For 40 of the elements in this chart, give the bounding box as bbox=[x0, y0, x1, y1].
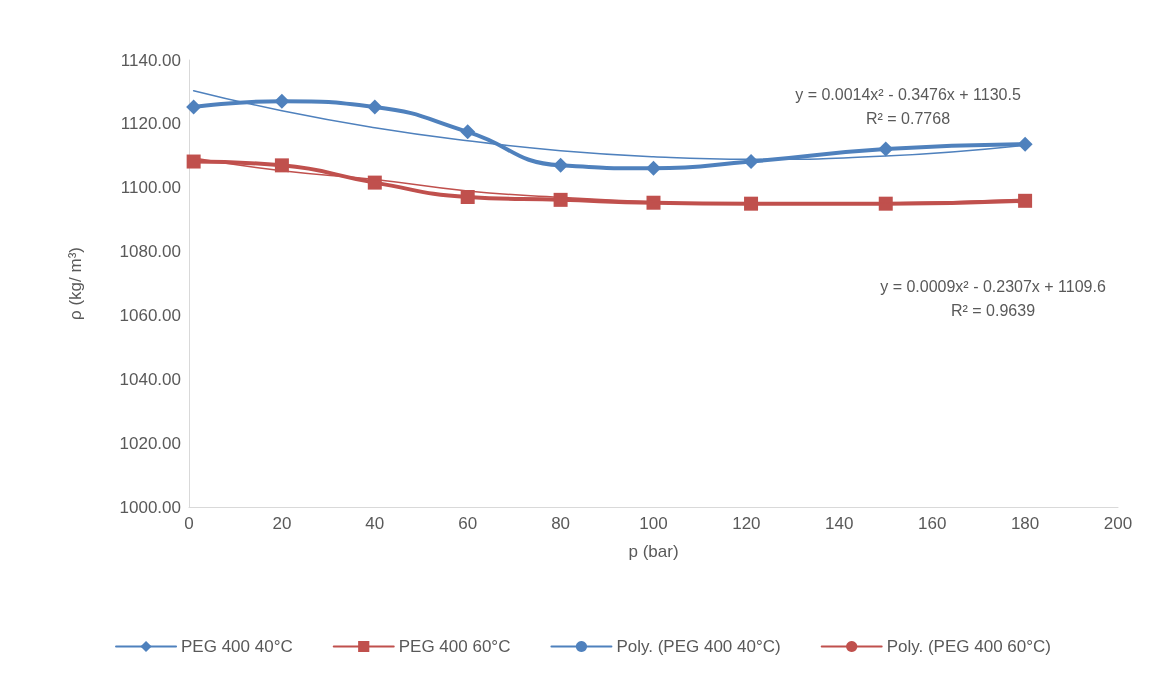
point bbox=[646, 160, 661, 176]
x-tick-label: 0 bbox=[184, 514, 194, 533]
legend-label: Poly. (PEG 400 40°C) bbox=[616, 637, 781, 656]
point bbox=[460, 189, 475, 204]
point bbox=[878, 141, 894, 157]
point bbox=[186, 99, 202, 115]
x-tick-label: 160 bbox=[918, 514, 947, 533]
point bbox=[460, 124, 476, 140]
annotation: y = 0.0014x² - 0.3476x + 1130.5 R² = 0.7768 bbox=[795, 85, 1021, 127]
y-tick-label: 1020.00 bbox=[119, 433, 181, 453]
legend-label: Poly. (PEG 400 60°C) bbox=[886, 637, 1051, 656]
annotation: y = 0.0009x² - 0.2307x + 1109.6 R² = 0.9639 bbox=[880, 277, 1106, 319]
y-tick-label: 1040.00 bbox=[119, 369, 181, 389]
x-tick-label: 200 bbox=[1103, 514, 1133, 533]
x-tick-label: 60 bbox=[458, 514, 478, 533]
point bbox=[1017, 136, 1033, 152]
point bbox=[553, 192, 568, 207]
y-tick-label: 1140.00 bbox=[120, 50, 181, 70]
y-tick-label: 1060.00 bbox=[119, 305, 181, 325]
point bbox=[367, 99, 383, 115]
y-tick-label: 1100.00 bbox=[120, 178, 181, 198]
y-tick-label: 1080.00 bbox=[119, 242, 181, 262]
x-tick-label: 120 bbox=[732, 514, 761, 533]
point bbox=[744, 196, 759, 211]
x-tick-label: 80 bbox=[551, 514, 571, 533]
point bbox=[553, 157, 569, 173]
y-tick-label: 1120.00 bbox=[120, 114, 181, 134]
x-tick-label: 20 bbox=[272, 514, 292, 533]
legend-label: PEG 400 40°C bbox=[181, 637, 293, 656]
y-tick-label: 1000.00 bbox=[119, 497, 181, 517]
legend-label: PEG 400 60°C bbox=[398, 637, 511, 656]
x-tick-label: 100 bbox=[639, 514, 668, 533]
point bbox=[274, 93, 290, 109]
x-tick-label: 40 bbox=[365, 514, 385, 533]
x-axis-title: p (bar) bbox=[628, 542, 679, 561]
x-tick-label: 180 bbox=[1010, 514, 1040, 533]
x-tick-label: 140 bbox=[825, 514, 854, 533]
y-axis-title: ρ (kg/ m³) bbox=[66, 247, 85, 320]
point bbox=[186, 154, 201, 169]
point bbox=[1018, 193, 1033, 208]
